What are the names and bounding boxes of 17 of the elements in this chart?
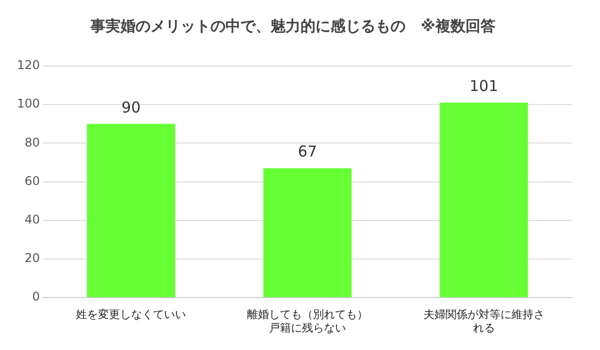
x-tick-label: 姓を変更しなくていい bbox=[76, 308, 186, 322]
y-tick-label: 20 bbox=[24, 251, 40, 266]
bar bbox=[86, 124, 176, 298]
y-tick-label: 40 bbox=[24, 212, 40, 227]
bar bbox=[440, 102, 528, 298]
data-label: 90 bbox=[122, 98, 141, 116]
x-tick-label: 離婚しても（別れても）戸籍に残らない bbox=[246, 308, 368, 334]
y-tick-label: 80 bbox=[24, 135, 40, 150]
chart-title: 事実婚のメリットの中で、魅力的に感じるもの ※複数回答 bbox=[90, 16, 496, 35]
y-tick-label: 100 bbox=[17, 96, 40, 111]
data-label: 67 bbox=[298, 142, 317, 161]
bar bbox=[263, 168, 352, 298]
y-tick-label: 60 bbox=[24, 174, 40, 188]
y-tick-label: 0 bbox=[32, 290, 40, 304]
data-label: 101 bbox=[469, 77, 498, 96]
y-tick-label: 120 bbox=[17, 58, 40, 72]
x-tick-label: 夫婦関係が対等に維持される bbox=[423, 308, 544, 334]
